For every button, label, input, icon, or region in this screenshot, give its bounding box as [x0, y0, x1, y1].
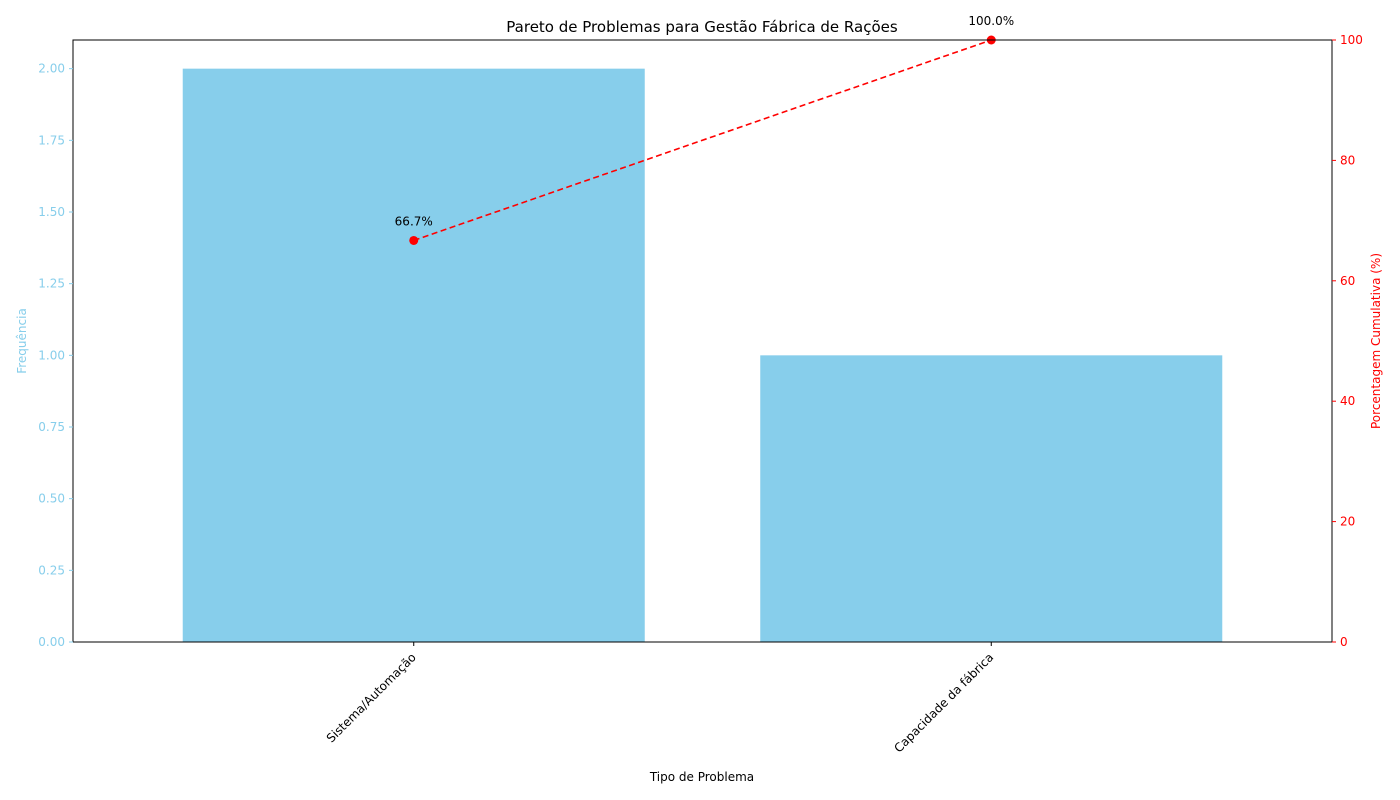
bar: [182, 68, 645, 642]
left-tick-label: 0.25: [38, 563, 65, 577]
y-axis-label: Frequência: [15, 308, 29, 374]
left-tick-label: 1.25: [38, 277, 65, 291]
cumulative-line-layer: 66.7% 100.0%: [395, 14, 1014, 245]
left-tick-label: 0.75: [38, 420, 65, 434]
left-tick-label: 1.00: [38, 348, 65, 362]
left-tick-label: 2.00: [38, 62, 65, 76]
right-tick-label: 20: [1340, 515, 1355, 529]
right-axis-ticks: 0 20 40 60 80 100: [1332, 33, 1363, 649]
chart-title: Pareto de Problemas para Gestão Fábrica …: [506, 18, 898, 36]
bar: [760, 355, 1223, 642]
left-tick-label: 0.00: [38, 635, 65, 649]
right-tick-label: 80: [1340, 153, 1355, 167]
cumulative-line: [413, 39, 992, 242]
bars-layer: [182, 68, 1223, 642]
left-tick-label: 0.50: [38, 492, 65, 506]
right-tick-label: 100: [1340, 33, 1363, 47]
plot-frame: [72, 39, 1333, 643]
right-tick-label: 40: [1340, 394, 1355, 408]
y2-axis-label: Porcentagem Cumulativa (%): [1369, 253, 1383, 429]
left-tick-label: 1.75: [38, 133, 65, 147]
x-axis-label: Tipo de Problema: [649, 770, 754, 784]
left-axis-ticks: 0.00 0.25 0.50 0.75 1.00 1.25 1.50 1.75 2.00: [38, 62, 73, 649]
right-tick-label: 60: [1340, 274, 1355, 288]
cumulative-label: 100.0%: [968, 14, 1014, 28]
cumulative-label: 66.7%: [395, 214, 433, 228]
right-tick-label: 0: [1340, 635, 1348, 649]
cumulative-point: [409, 235, 419, 245]
left-tick-label: 1.50: [38, 205, 65, 219]
